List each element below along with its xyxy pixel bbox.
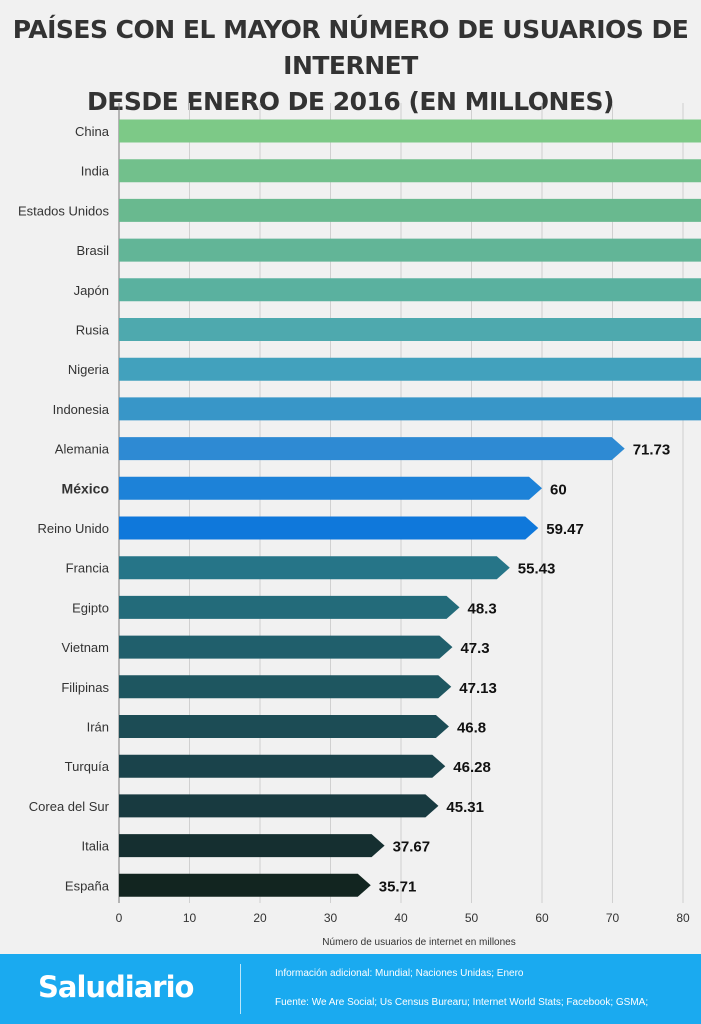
footer-source: Fuente: We Are Social; Us Census Burearu… bbox=[275, 997, 649, 1008]
category-label: Alemania bbox=[55, 442, 110, 457]
value-label: 48.3 bbox=[468, 600, 497, 617]
value-label: 71.73 bbox=[633, 442, 671, 459]
x-tick-label: 10 bbox=[183, 911, 197, 925]
bar-nigeria bbox=[119, 357, 701, 381]
category-label: Brasil bbox=[76, 243, 109, 258]
category-label: Filipinas bbox=[61, 680, 109, 695]
value-label: 47.13 bbox=[459, 680, 497, 697]
value-label: 47.3 bbox=[460, 640, 489, 657]
bar-japón bbox=[119, 278, 701, 302]
bar-egipto bbox=[119, 595, 460, 619]
bar-alemania bbox=[119, 437, 625, 461]
x-axis-ticks: 0 10 20 30 40 50 60 70 80 bbox=[116, 911, 690, 925]
category-label: Francia bbox=[66, 561, 110, 576]
gridlines bbox=[118, 103, 684, 903]
bar-brasil bbox=[119, 238, 701, 262]
x-tick-label: 0 bbox=[116, 911, 123, 925]
bars bbox=[119, 119, 701, 897]
value-label: 37.67 bbox=[393, 839, 431, 856]
bar-rusia bbox=[119, 318, 701, 341]
bar-turquía bbox=[119, 754, 446, 778]
x-tick-label: 60 bbox=[535, 911, 549, 925]
category-label: México bbox=[62, 480, 109, 496]
value-label: 55.43 bbox=[518, 561, 556, 578]
category-label: Estados Unidos bbox=[18, 203, 110, 218]
x-tick-label: 20 bbox=[253, 911, 267, 925]
category-label: Turquía bbox=[65, 759, 110, 774]
bar-china bbox=[119, 119, 701, 143]
category-label: España bbox=[65, 878, 110, 893]
category-label: Rusia bbox=[76, 323, 110, 338]
title-line-1: PAÍSES CON EL MAYOR NÚMERO DE USUARIOS D… bbox=[12, 15, 689, 80]
category-label: Corea del Sur bbox=[29, 799, 110, 814]
bar-reino-unido bbox=[119, 516, 539, 540]
category-label: Indonesia bbox=[53, 402, 110, 417]
bar-vietnam bbox=[119, 635, 453, 659]
category-label: Nigeria bbox=[68, 362, 110, 377]
footer-divider bbox=[240, 964, 241, 1014]
footer-info: Información adicional: Mundial; Naciones… bbox=[275, 968, 524, 979]
category-label: China bbox=[75, 124, 110, 139]
bar-estados-unidos bbox=[119, 198, 701, 222]
bar-india bbox=[119, 159, 701, 183]
bar-españa bbox=[119, 873, 371, 897]
category-label: Italia bbox=[82, 839, 110, 854]
value-label: 60 bbox=[550, 481, 567, 498]
bar-francia bbox=[119, 556, 510, 580]
value-label: 59.47 bbox=[546, 521, 584, 538]
bar-chart: China India Estados Unidos Brasil Japón Rusia… bbox=[18, 103, 701, 948]
category-label: Japón bbox=[74, 283, 109, 298]
x-tick-label: 50 bbox=[465, 911, 479, 925]
x-tick-label: 30 bbox=[324, 911, 338, 925]
x-tick-label: 80 bbox=[676, 911, 690, 925]
category-label: Egipto bbox=[72, 600, 109, 615]
title-line-2: DESDE ENERO DE 2016 (EN MILLONES) bbox=[87, 87, 614, 116]
value-label: 46.28 bbox=[453, 759, 491, 776]
bar-filipinas bbox=[119, 675, 452, 699]
category-label: Reino Unido bbox=[37, 521, 109, 536]
brand-logo: Saludiario bbox=[38, 970, 194, 1004]
category-label: India bbox=[81, 164, 110, 179]
footer-bar: Saludiario Información adicional: Mundia… bbox=[0, 954, 701, 1024]
category-labels: China India Estados Unidos Brasil Japón Rusia… bbox=[18, 124, 110, 893]
category-label: Irán bbox=[87, 720, 109, 735]
bar-corea-del-sur bbox=[119, 794, 439, 818]
value-labels: 680375282.1120.2115103.197.2188.171.7360… bbox=[379, 442, 671, 896]
bar-indonesia bbox=[119, 397, 701, 421]
chart-title: PAÍSES CON EL MAYOR NÚMERO DE USUARIOS D… bbox=[0, 12, 701, 120]
bar-irán bbox=[119, 715, 449, 738]
x-tick-label: 40 bbox=[394, 911, 408, 925]
value-label: 45.31 bbox=[446, 799, 484, 816]
x-tick-label: 70 bbox=[606, 911, 620, 925]
x-axis-title: Número de usuarios de internet en millon… bbox=[322, 937, 515, 948]
category-label: Vietnam bbox=[62, 640, 109, 655]
value-label: 35.71 bbox=[379, 878, 417, 895]
bar-méxico bbox=[119, 476, 542, 500]
bar-italia bbox=[119, 834, 385, 858]
value-label: 46.8 bbox=[457, 720, 486, 737]
